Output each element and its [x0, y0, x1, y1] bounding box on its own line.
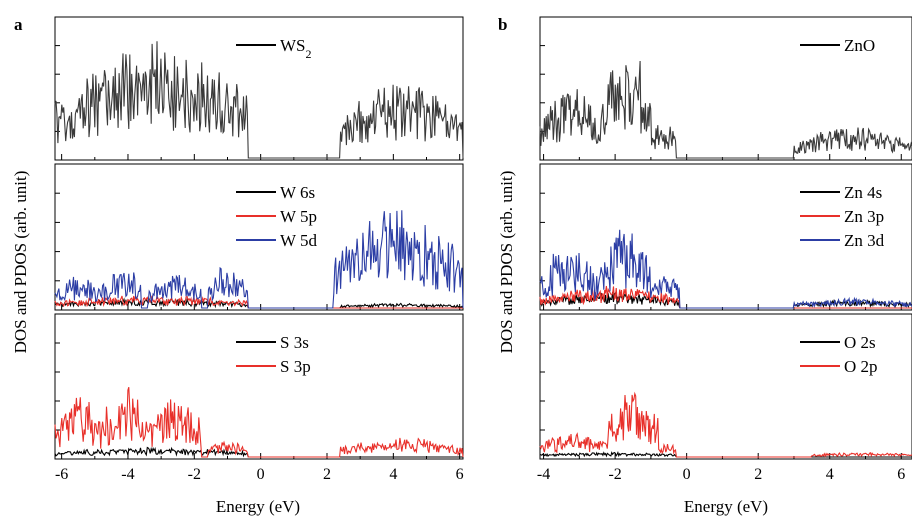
- subplot-frame: [539, 16, 912, 161]
- subplot-frame: [54, 313, 464, 460]
- panel-b: ZnO Zn 4s Zn 3p Zn 3d O 2s O 2p -4 -2 0 2 4 6: [537, 16, 912, 483]
- series-line-o-2p: [539, 391, 912, 458]
- panel-b-ylabel: DOS and PDOS (arb. unit): [497, 171, 516, 354]
- x-tick-label: -6: [55, 466, 68, 483]
- x-tick-label: -2: [608, 466, 621, 483]
- subplot-3: S 3s S 3p: [54, 313, 464, 460]
- panel-b-label: b: [498, 15, 507, 34]
- legend-label: Zn 3d: [844, 231, 885, 250]
- legend-label: W 6s: [280, 183, 315, 202]
- series-line-ws2: [54, 41, 464, 159]
- x-tick-label: 2: [323, 466, 331, 483]
- subplot-3: O 2s O 2p: [539, 313, 912, 460]
- subplot-frame: [54, 163, 464, 311]
- legend-label: Zn 4s: [844, 183, 882, 202]
- x-tick-label: 4: [389, 466, 397, 483]
- subplot-frame: [539, 163, 912, 311]
- subplot-1: WS2: [54, 16, 464, 161]
- series-line-zno: [539, 60, 912, 159]
- subplot-frame: [54, 16, 464, 161]
- x-tick-label: -4: [121, 466, 134, 483]
- legend-label: W 5p: [280, 207, 317, 226]
- legend-label: W 5d: [280, 231, 317, 250]
- legend-label: ZnO: [844, 36, 875, 55]
- panel-a-label: a: [14, 15, 23, 34]
- x-tick-label: 2: [754, 466, 762, 483]
- legend-label: S 3s: [280, 333, 309, 352]
- series-line-w-5d: [54, 210, 464, 309]
- x-tick-label: 0: [683, 466, 691, 483]
- x-tick-label: 6: [897, 466, 905, 483]
- x-tick-label: 6: [456, 466, 464, 483]
- legend-label: O 2p: [844, 357, 878, 376]
- series-line-s-3p: [54, 386, 464, 458]
- subplot-2: W 6s W 5p W 5d: [54, 163, 464, 311]
- series-line-zn-3d: [539, 229, 912, 309]
- x-tick-label: -2: [188, 466, 201, 483]
- legend-label: O 2s: [844, 333, 876, 352]
- subplot-2: Zn 4s Zn 3p Zn 3d: [539, 163, 912, 311]
- panel-a-ylabel: DOS and PDOS (arb. unit): [11, 171, 30, 354]
- panel-a: WS2 W 6s W 5p W 5d S 3s S 3p -6 -4 -2 0 2 4 6: [54, 16, 464, 483]
- legend-label: S 3p: [280, 357, 311, 376]
- x-tick-label: 4: [826, 466, 834, 483]
- subplot-1: ZnO: [539, 16, 912, 161]
- panel-a-xlabel: Energy (eV): [216, 497, 300, 516]
- x-tick-label: 0: [257, 466, 265, 483]
- legend-label: Zn 3p: [844, 207, 884, 226]
- panel-b-xlabel: Energy (eV): [684, 497, 768, 516]
- legend-label: WS2: [280, 36, 312, 61]
- x-tick-label: -4: [537, 466, 550, 483]
- subplot-frame: [539, 313, 912, 460]
